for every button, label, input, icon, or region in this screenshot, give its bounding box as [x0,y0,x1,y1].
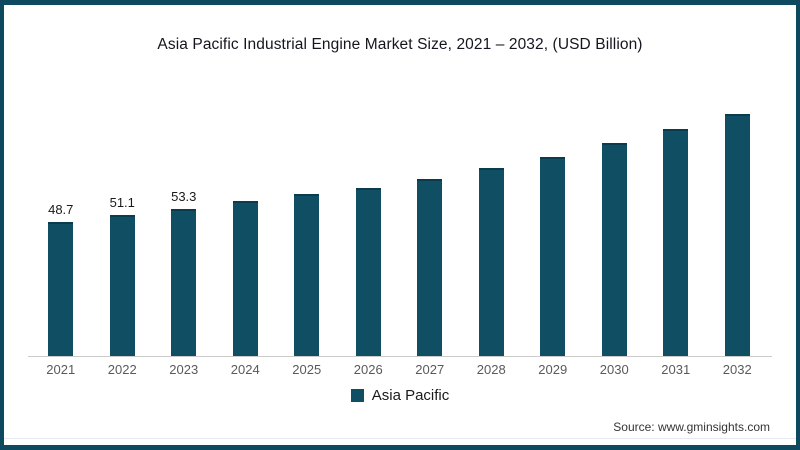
bar-2032 [724,113,750,356]
x-axis-label-2022: 2022 [107,362,137,377]
bar-2023 [171,209,197,356]
bar-cell-2032 [707,100,769,356]
x-axis-label-2032: 2032 [722,362,752,377]
bar-2030 [601,142,627,356]
chart-title: Asia Pacific Industrial Engine Market Si… [157,36,643,53]
bar-2029 [540,156,566,356]
x-axis-label-2028: 2028 [476,362,506,377]
x-axis-label-2021: 2021 [46,362,76,377]
x-axis-label-2024: 2024 [230,362,260,377]
x-axis-line [28,356,772,357]
footer-divider [4,438,796,439]
x-axis-label-2027: 2027 [415,362,445,377]
bar-value-label: 48.7 [48,201,74,217]
bar-2028 [478,167,504,356]
bar-value-label: 51.1 [109,195,135,211]
bar-cell-2029 [522,100,584,356]
bar-cell-2025 [276,100,338,356]
bar-2021 [48,221,74,356]
bar-cell-2031 [645,100,707,356]
bar-cell-2024 [215,100,277,356]
legend-label: Asia Pacific [371,387,450,404]
x-axis-label-2025: 2025 [292,362,322,377]
bar-cell-2030 [584,100,646,356]
source-attribution: Source: www.gminsights.com [613,420,770,434]
bar-2024 [232,201,258,356]
x-axis-label-2023: 2023 [169,362,199,377]
legend: Asia Pacific [0,387,800,404]
bar-cell-2027 [399,100,461,356]
bar-2031 [663,128,689,356]
bar-cell-2028 [461,100,523,356]
x-axis-label-2026: 2026 [353,362,383,377]
x-axis-label-2030: 2030 [599,362,629,377]
x-axis-labels: 2021 2022 2023 2024 2025 2026 2027 2028 2029 2030… [30,362,768,377]
bar-2025 [294,193,320,356]
legend-marker-square-icon [350,389,364,402]
bar-2027 [417,178,443,356]
bar-2022 [109,215,135,356]
x-axis-label-2029: 2029 [538,362,568,377]
bar-cell-2023: 53.3 [153,100,215,356]
bar-value-label: 53.3 [171,189,197,205]
x-axis-label-2031: 2031 [661,362,691,377]
plot-area: 48.7 51.1 53.3 [30,100,768,356]
bar-cell-2022: 51.1 [92,100,154,356]
bar-2026 [355,187,381,356]
bar-cell-2026 [338,100,400,356]
bar-cell-2021: 48.7 [30,100,92,356]
